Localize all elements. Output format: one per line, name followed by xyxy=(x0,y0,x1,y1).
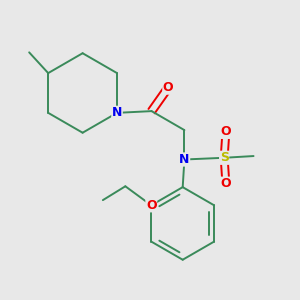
Text: S: S xyxy=(220,151,229,164)
Text: N: N xyxy=(179,153,190,166)
Text: O: O xyxy=(220,125,231,138)
Text: O: O xyxy=(163,81,173,94)
Text: O: O xyxy=(146,199,157,212)
Text: N: N xyxy=(112,106,122,119)
Text: O: O xyxy=(220,177,231,190)
